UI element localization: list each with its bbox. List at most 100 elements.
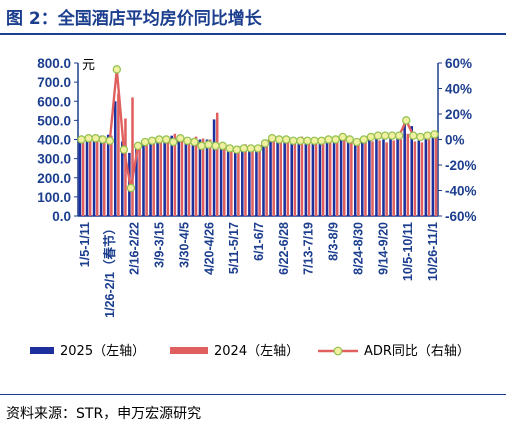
adr-yoy-marker bbox=[91, 134, 100, 143]
bar-2025 bbox=[290, 141, 293, 216]
legend-swatch-2024 bbox=[170, 347, 208, 354]
legend-marker-adr bbox=[333, 346, 343, 356]
bar-2024 bbox=[201, 138, 205, 216]
adr-yoy-marker bbox=[190, 137, 199, 147]
bar-2024 bbox=[117, 93, 120, 216]
x-tick-label: 5/11-5/17 bbox=[227, 222, 241, 274]
bar-2024 bbox=[88, 140, 92, 216]
bar-2024 bbox=[314, 139, 318, 216]
bar-2024 bbox=[413, 141, 417, 216]
adr-yoy-marker bbox=[296, 136, 305, 145]
adr-yoy-marker bbox=[394, 131, 404, 140]
bar-2024 bbox=[194, 136, 198, 216]
tick-labels: 0.0 100.0 200.0 300.0 400.0 500.0 600.0 700.0 80… bbox=[37, 56, 476, 318]
bar-2024 bbox=[371, 141, 374, 216]
bar-2024 bbox=[131, 97, 134, 216]
bar-2024 bbox=[399, 139, 403, 216]
bar-2025 bbox=[85, 138, 89, 216]
bar-2025 bbox=[396, 137, 399, 216]
bar-2025 bbox=[170, 135, 173, 216]
bar-2025 bbox=[149, 138, 152, 216]
adr-yoy-marker bbox=[126, 183, 136, 193]
adr-yoy-marker bbox=[84, 134, 93, 143]
bar-2025 bbox=[346, 137, 350, 216]
bar-2024 bbox=[187, 137, 191, 216]
bars bbox=[78, 93, 438, 216]
left-tick-label: 200.0 bbox=[37, 171, 71, 186]
adr-yoy-marker bbox=[352, 137, 362, 147]
adr-yoy-marker bbox=[359, 135, 369, 144]
bar-2024 bbox=[81, 139, 85, 216]
left-tick-label: 300.0 bbox=[37, 152, 71, 167]
chart-title: 图 2：全国酒店平均房价同比增长 bbox=[6, 9, 262, 29]
bar-2025 bbox=[389, 138, 392, 216]
bar-2025 bbox=[241, 145, 244, 216]
bar-2024 bbox=[265, 142, 268, 216]
x-tick-label: 6/22-6/28 bbox=[277, 222, 291, 275]
bar-2025 bbox=[368, 139, 371, 216]
bar-2025 bbox=[163, 137, 166, 216]
adr-yoy-marker bbox=[380, 131, 390, 140]
adr-yoy-marker bbox=[112, 65, 122, 74]
adr-yoy-marker bbox=[409, 131, 418, 140]
adr-yoy-marker bbox=[239, 144, 249, 153]
bar-2025 bbox=[339, 137, 343, 216]
legend-label-2024: 2024（左轴） bbox=[214, 344, 299, 359]
bar-2025 bbox=[248, 148, 251, 216]
legend-label-adr: ADR同比（右轴） bbox=[364, 344, 470, 359]
adr-yoy-marker bbox=[331, 135, 340, 144]
right-tick-label: 40% bbox=[445, 82, 472, 97]
bar-2024 bbox=[364, 141, 367, 216]
adr-yoy-marker bbox=[246, 144, 256, 153]
bar-2025 bbox=[106, 134, 110, 216]
bar-2025 bbox=[198, 139, 202, 216]
adr-yoy-marker bbox=[274, 135, 284, 144]
source-note: 资料来源：STR，申万宏源研究 bbox=[6, 406, 202, 422]
adr-yoy-line bbox=[81, 68, 435, 190]
x-tick-label: 2/16-2/22 bbox=[128, 222, 142, 275]
bar-2024 bbox=[293, 139, 297, 216]
title-divider bbox=[0, 33, 506, 35]
bar-2025 bbox=[353, 140, 357, 216]
bar-2024 bbox=[420, 142, 424, 216]
bar-2025 bbox=[255, 148, 258, 216]
adr-yoy-marker bbox=[232, 145, 242, 154]
bar-2025 bbox=[417, 140, 421, 216]
bar-2025 bbox=[177, 139, 181, 216]
bar-2025 bbox=[375, 138, 378, 216]
bar-2025 bbox=[212, 119, 216, 216]
adr-yoy-marker bbox=[105, 136, 114, 145]
adr-yoy-marker bbox=[211, 141, 220, 151]
bar-2025 bbox=[403, 119, 406, 216]
x-tick-label: 3/30-4/5 bbox=[177, 222, 191, 268]
bar-2024 bbox=[237, 146, 240, 216]
bar-2024 bbox=[350, 136, 353, 216]
bar-2024 bbox=[208, 139, 212, 216]
bar-2025 bbox=[205, 139, 209, 216]
bar-2024 bbox=[258, 147, 261, 216]
bar-2024 bbox=[385, 142, 388, 216]
bar-2025 bbox=[92, 139, 96, 216]
bar-2024 bbox=[166, 138, 170, 216]
adr-yoy-marker bbox=[387, 131, 397, 140]
bar-2025 bbox=[226, 146, 230, 216]
adr-yoy-marker bbox=[338, 132, 347, 142]
adr-yoy-marker bbox=[147, 136, 157, 145]
bar-2024 bbox=[244, 144, 247, 216]
adr-yoy-marker bbox=[260, 139, 270, 148]
bar-2024 bbox=[427, 139, 431, 216]
left-tick-label: 700.0 bbox=[37, 75, 71, 90]
adr-yoy-marker bbox=[169, 137, 178, 147]
bar-2025 bbox=[431, 135, 435, 216]
bar-2024 bbox=[180, 135, 184, 216]
bar-2024 bbox=[272, 141, 275, 216]
bar-2024 bbox=[434, 137, 438, 216]
bar-2024 bbox=[223, 144, 226, 216]
bar-2024 bbox=[152, 139, 155, 216]
adr-yoy-marker bbox=[162, 135, 171, 144]
bar-2025 bbox=[318, 138, 322, 216]
right-tick-label: -60% bbox=[445, 209, 477, 224]
right-tick-label: 20% bbox=[445, 107, 472, 122]
bar-2024 bbox=[95, 140, 99, 216]
x-tick-label: 6/1-6/7 bbox=[252, 222, 266, 261]
